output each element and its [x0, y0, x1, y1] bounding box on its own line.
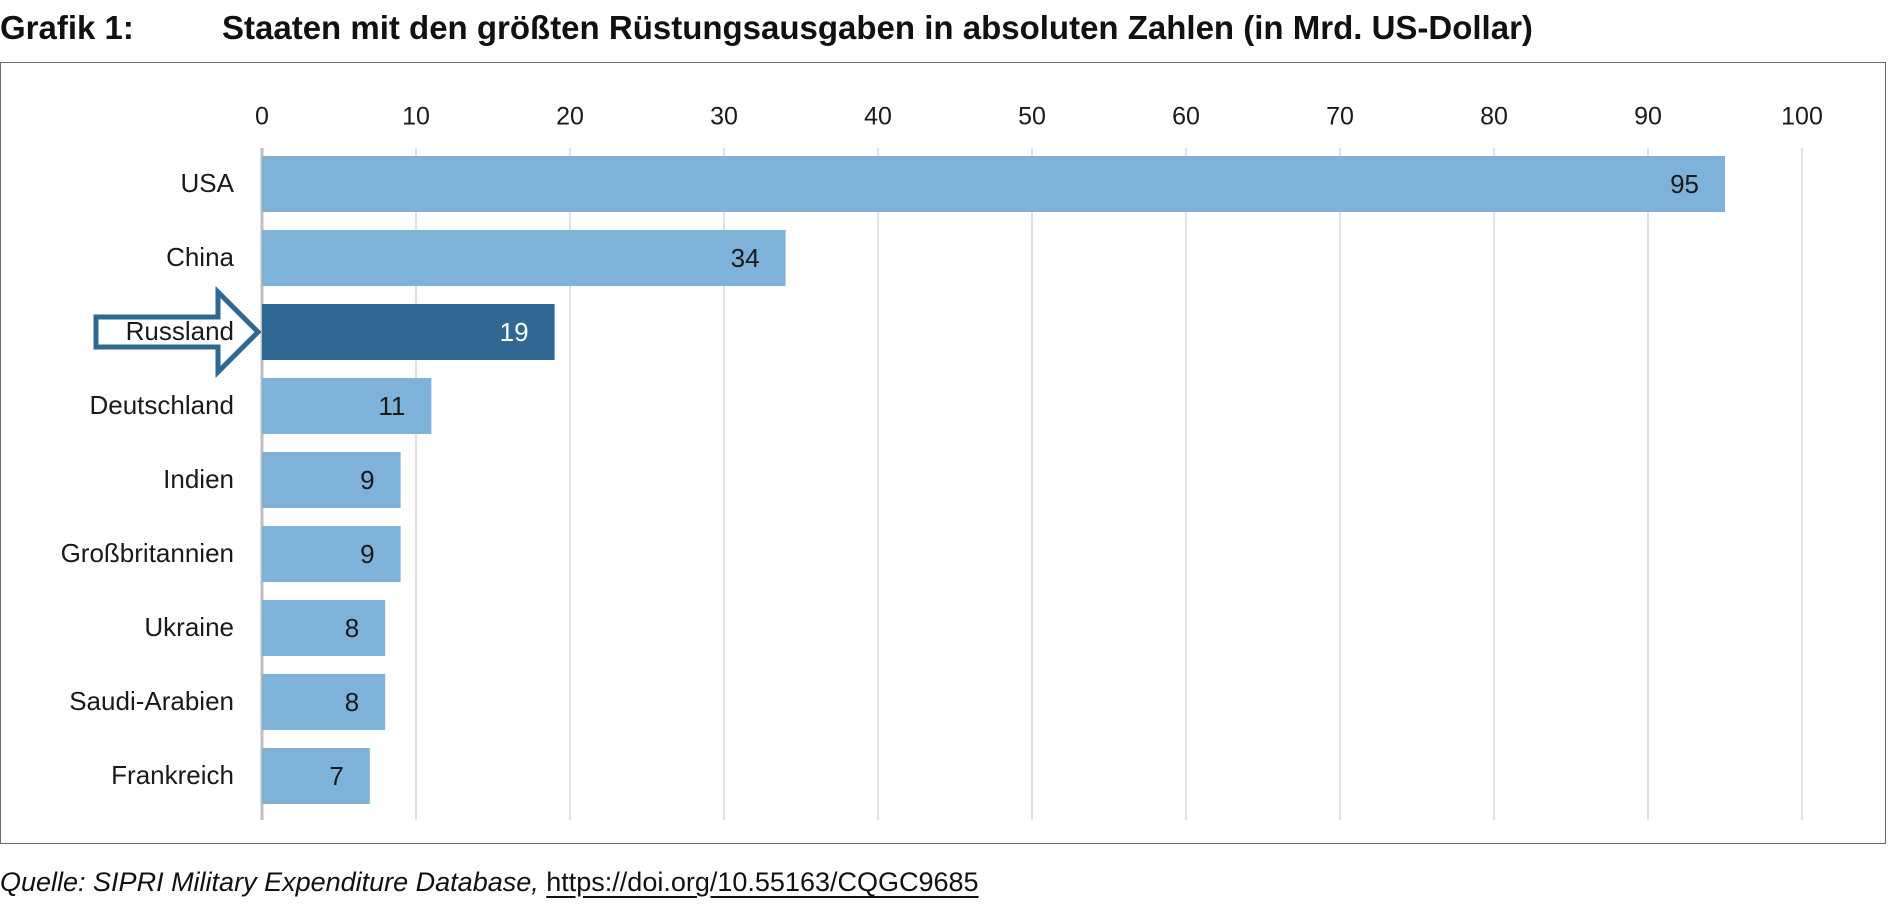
source-note: Quelle: SIPRI Military Expenditure Datab…	[0, 864, 979, 900]
bar	[262, 748, 370, 804]
category-label: Indien	[163, 464, 234, 494]
x-tick-label: 80	[1480, 103, 1508, 131]
x-tick-label: 10	[402, 103, 430, 131]
x-tick-label: 100	[1781, 103, 1823, 131]
bar	[262, 674, 386, 730]
x-tick-label: 70	[1326, 103, 1354, 131]
x-tick-label: 30	[710, 103, 738, 131]
value-label: 9	[360, 465, 374, 495]
x-tick-label: 50	[1018, 103, 1046, 131]
category-label: Deutschland	[89, 390, 234, 420]
category-label: Ukraine	[144, 612, 234, 642]
category-label: USA	[181, 168, 235, 198]
bars	[262, 156, 1725, 804]
bar-highlighted	[262, 304, 555, 360]
x-tick-label: 20	[556, 103, 584, 131]
value-label: 8	[345, 687, 359, 717]
figure-label: Grafik 1:	[0, 9, 134, 46]
bar	[262, 378, 432, 434]
bar	[262, 452, 401, 508]
value-label: 19	[500, 317, 529, 347]
category-label: China	[166, 242, 234, 272]
x-tick-label: 0	[255, 103, 269, 131]
value-labels: 95 34 19 11 9 9 8 8 7	[329, 169, 1699, 791]
value-label: 95	[1670, 169, 1699, 199]
value-label: 11	[378, 391, 405, 421]
category-label: Russland	[126, 316, 234, 346]
chart-heading: Grafik 1: Staaten mit den größten Rüstun…	[0, 6, 1890, 50]
highlight-arrow-shape	[93, 285, 262, 379]
value-label: 8	[345, 613, 359, 643]
category-label: Großbritannien	[61, 538, 234, 568]
category-label: Frankreich	[111, 760, 234, 790]
x-axis-ticks: 0 10 20 30 40 50 60 70 80 90 100	[255, 103, 1823, 131]
bar	[262, 526, 401, 582]
highlight-arrow: Russland	[93, 285, 262, 379]
x-tick-label: 90	[1634, 103, 1662, 131]
bar	[262, 600, 386, 656]
bar	[262, 230, 786, 286]
bar	[262, 156, 1725, 212]
value-label: 7	[329, 761, 343, 791]
value-label: 34	[731, 243, 760, 273]
source-text: Quelle: SIPRI Military Expenditure Datab…	[0, 867, 539, 897]
category-labels: USA China Deutschland Indien Großbritannien U…	[61, 168, 235, 790]
chart-title: Staaten mit den größten Rüstungsausgaben…	[222, 9, 1533, 46]
bar-chart: 0 10 20 30 40 50 60 70 80 90 100 USA China Deutschla…	[61, 103, 1823, 820]
x-tick-label: 60	[1172, 103, 1200, 131]
x-tick-label: 40	[864, 103, 892, 131]
source-link[interactable]: https://doi.org/10.55163/CQGC9685	[546, 867, 979, 897]
value-label: 9	[360, 539, 374, 569]
category-label: Saudi-Arabien	[69, 686, 234, 716]
